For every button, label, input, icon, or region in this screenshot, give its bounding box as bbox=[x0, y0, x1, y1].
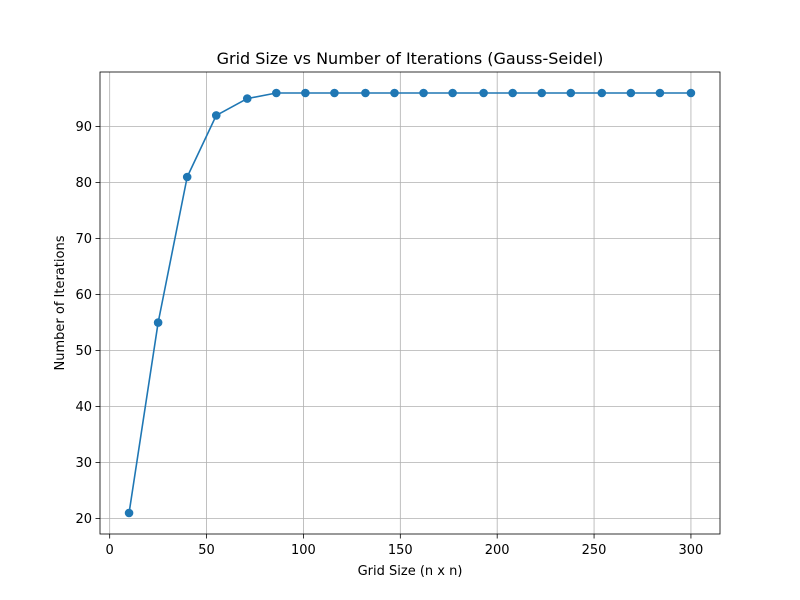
data-point bbox=[361, 88, 370, 98]
data-point bbox=[566, 88, 576, 98]
data-point bbox=[390, 88, 399, 98]
data-point bbox=[124, 508, 134, 518]
y-tick-label: 30 bbox=[75, 456, 92, 471]
y-axis: 20 30 40 50 60 70 80 90 bbox=[75, 120, 100, 527]
y-axis-label: Number of Iterations bbox=[53, 235, 68, 370]
data-series bbox=[124, 88, 696, 518]
y-tick-label: 20 bbox=[75, 512, 92, 527]
y-tick-label: 80 bbox=[75, 176, 92, 191]
y-tick-label: 40 bbox=[75, 400, 92, 415]
data-point bbox=[479, 88, 488, 98]
chart-title: Grid Size vs Number of Iterations (Gauss… bbox=[217, 49, 604, 68]
data-point bbox=[508, 88, 517, 98]
x-tick-label: 50 bbox=[198, 543, 215, 558]
data-point bbox=[448, 88, 457, 98]
plot-area-frame bbox=[99, 71, 721, 535]
y-tick-label: 60 bbox=[75, 288, 92, 303]
data-point bbox=[182, 172, 192, 182]
y-tick-label: 70 bbox=[75, 232, 92, 247]
x-tick-label: 300 bbox=[679, 543, 704, 558]
x-tick-label: 100 bbox=[291, 543, 316, 558]
data-point bbox=[301, 88, 310, 98]
data-point bbox=[153, 318, 163, 327]
x-axis: 0 50 100 150 200 250 300 bbox=[106, 534, 704, 558]
x-axis-label: Grid Size (n x n) bbox=[358, 564, 463, 579]
series-line bbox=[128, 92, 691, 514]
data-point bbox=[655, 88, 665, 98]
x-tick-label: 200 bbox=[485, 543, 510, 558]
data-point bbox=[626, 88, 636, 98]
data-point bbox=[330, 88, 339, 98]
x-tick-label: 150 bbox=[388, 543, 413, 558]
x-tick-label: 0 bbox=[106, 543, 114, 558]
grid bbox=[100, 72, 720, 534]
data-point bbox=[242, 94, 252, 103]
y-tick-label: 50 bbox=[75, 344, 92, 359]
data-point bbox=[211, 111, 221, 120]
x-tick-label: 250 bbox=[582, 543, 607, 558]
y-tick-label: 90 bbox=[75, 120, 92, 135]
data-point bbox=[597, 88, 607, 98]
data-point bbox=[419, 88, 428, 98]
data-point bbox=[537, 88, 547, 98]
data-point bbox=[272, 88, 281, 98]
data-point bbox=[686, 88, 696, 98]
